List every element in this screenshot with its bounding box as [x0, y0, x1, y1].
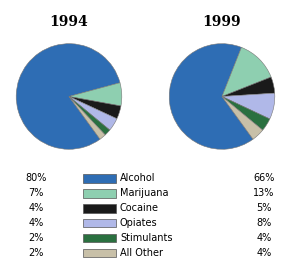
Wedge shape — [222, 96, 263, 139]
Wedge shape — [69, 96, 117, 130]
Wedge shape — [69, 96, 110, 135]
Text: 80%: 80% — [25, 173, 47, 183]
Wedge shape — [222, 77, 275, 96]
Text: Alcohol: Alcohol — [120, 173, 155, 183]
Text: 8%: 8% — [256, 218, 272, 228]
Text: 5%: 5% — [256, 203, 272, 213]
Bar — [82, 174, 116, 183]
Bar — [82, 249, 116, 257]
Wedge shape — [222, 93, 275, 119]
Bar — [82, 234, 116, 243]
Text: 4%: 4% — [256, 248, 272, 258]
Text: All Other: All Other — [120, 248, 163, 258]
Wedge shape — [69, 83, 122, 106]
Text: Stimulants: Stimulants — [120, 233, 172, 243]
Wedge shape — [69, 96, 105, 139]
Bar — [82, 204, 116, 213]
Wedge shape — [222, 96, 270, 130]
Text: 2%: 2% — [28, 233, 44, 243]
Text: 2%: 2% — [28, 248, 44, 258]
Wedge shape — [222, 47, 271, 96]
Text: 4%: 4% — [28, 203, 44, 213]
Wedge shape — [69, 96, 121, 119]
Text: 4%: 4% — [28, 218, 44, 228]
Text: Opiates: Opiates — [120, 218, 158, 228]
Text: 66%: 66% — [253, 173, 275, 183]
Text: 7%: 7% — [28, 188, 44, 198]
Title: 1999: 1999 — [203, 15, 241, 29]
Title: 1994: 1994 — [50, 15, 88, 29]
Wedge shape — [169, 44, 253, 149]
Bar — [82, 219, 116, 228]
Text: 4%: 4% — [256, 233, 272, 243]
Text: 13%: 13% — [253, 188, 275, 198]
Text: Marijuana: Marijuana — [120, 188, 169, 198]
Bar — [82, 189, 116, 198]
Text: Cocaine: Cocaine — [120, 203, 159, 213]
Wedge shape — [16, 44, 120, 149]
